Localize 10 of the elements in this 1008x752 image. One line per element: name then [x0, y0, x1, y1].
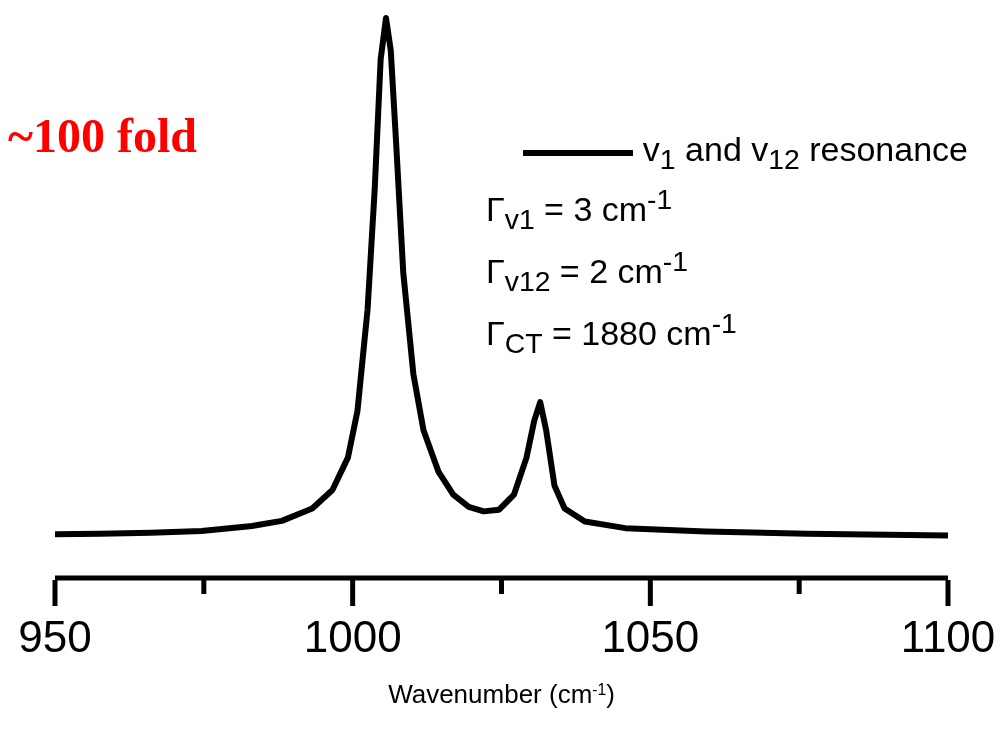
x-tick-label: 950 [18, 612, 92, 661]
x-tick-label: 1050 [601, 612, 700, 661]
legend-label: v$_{1}$ and v$_{12}$ resonance [642, 130, 968, 176]
annotation: ~100 fold [8, 109, 197, 162]
annotation: Γ$_{CT}$ = 1880 cm$^{-1}$ [486, 307, 737, 360]
x-tick-label: 1000 [303, 612, 402, 661]
annotation: Γ$_{v1}$ = 3 cm$^{-1}$ [486, 183, 673, 236]
x-tick-label: 1100 [900, 612, 996, 661]
x-axis-title: Wavenumber (cm$^{-1}$) [388, 679, 615, 709]
annotation: Γ$_{v12}$ = 2 cm$^{-1}$ [486, 245, 689, 298]
